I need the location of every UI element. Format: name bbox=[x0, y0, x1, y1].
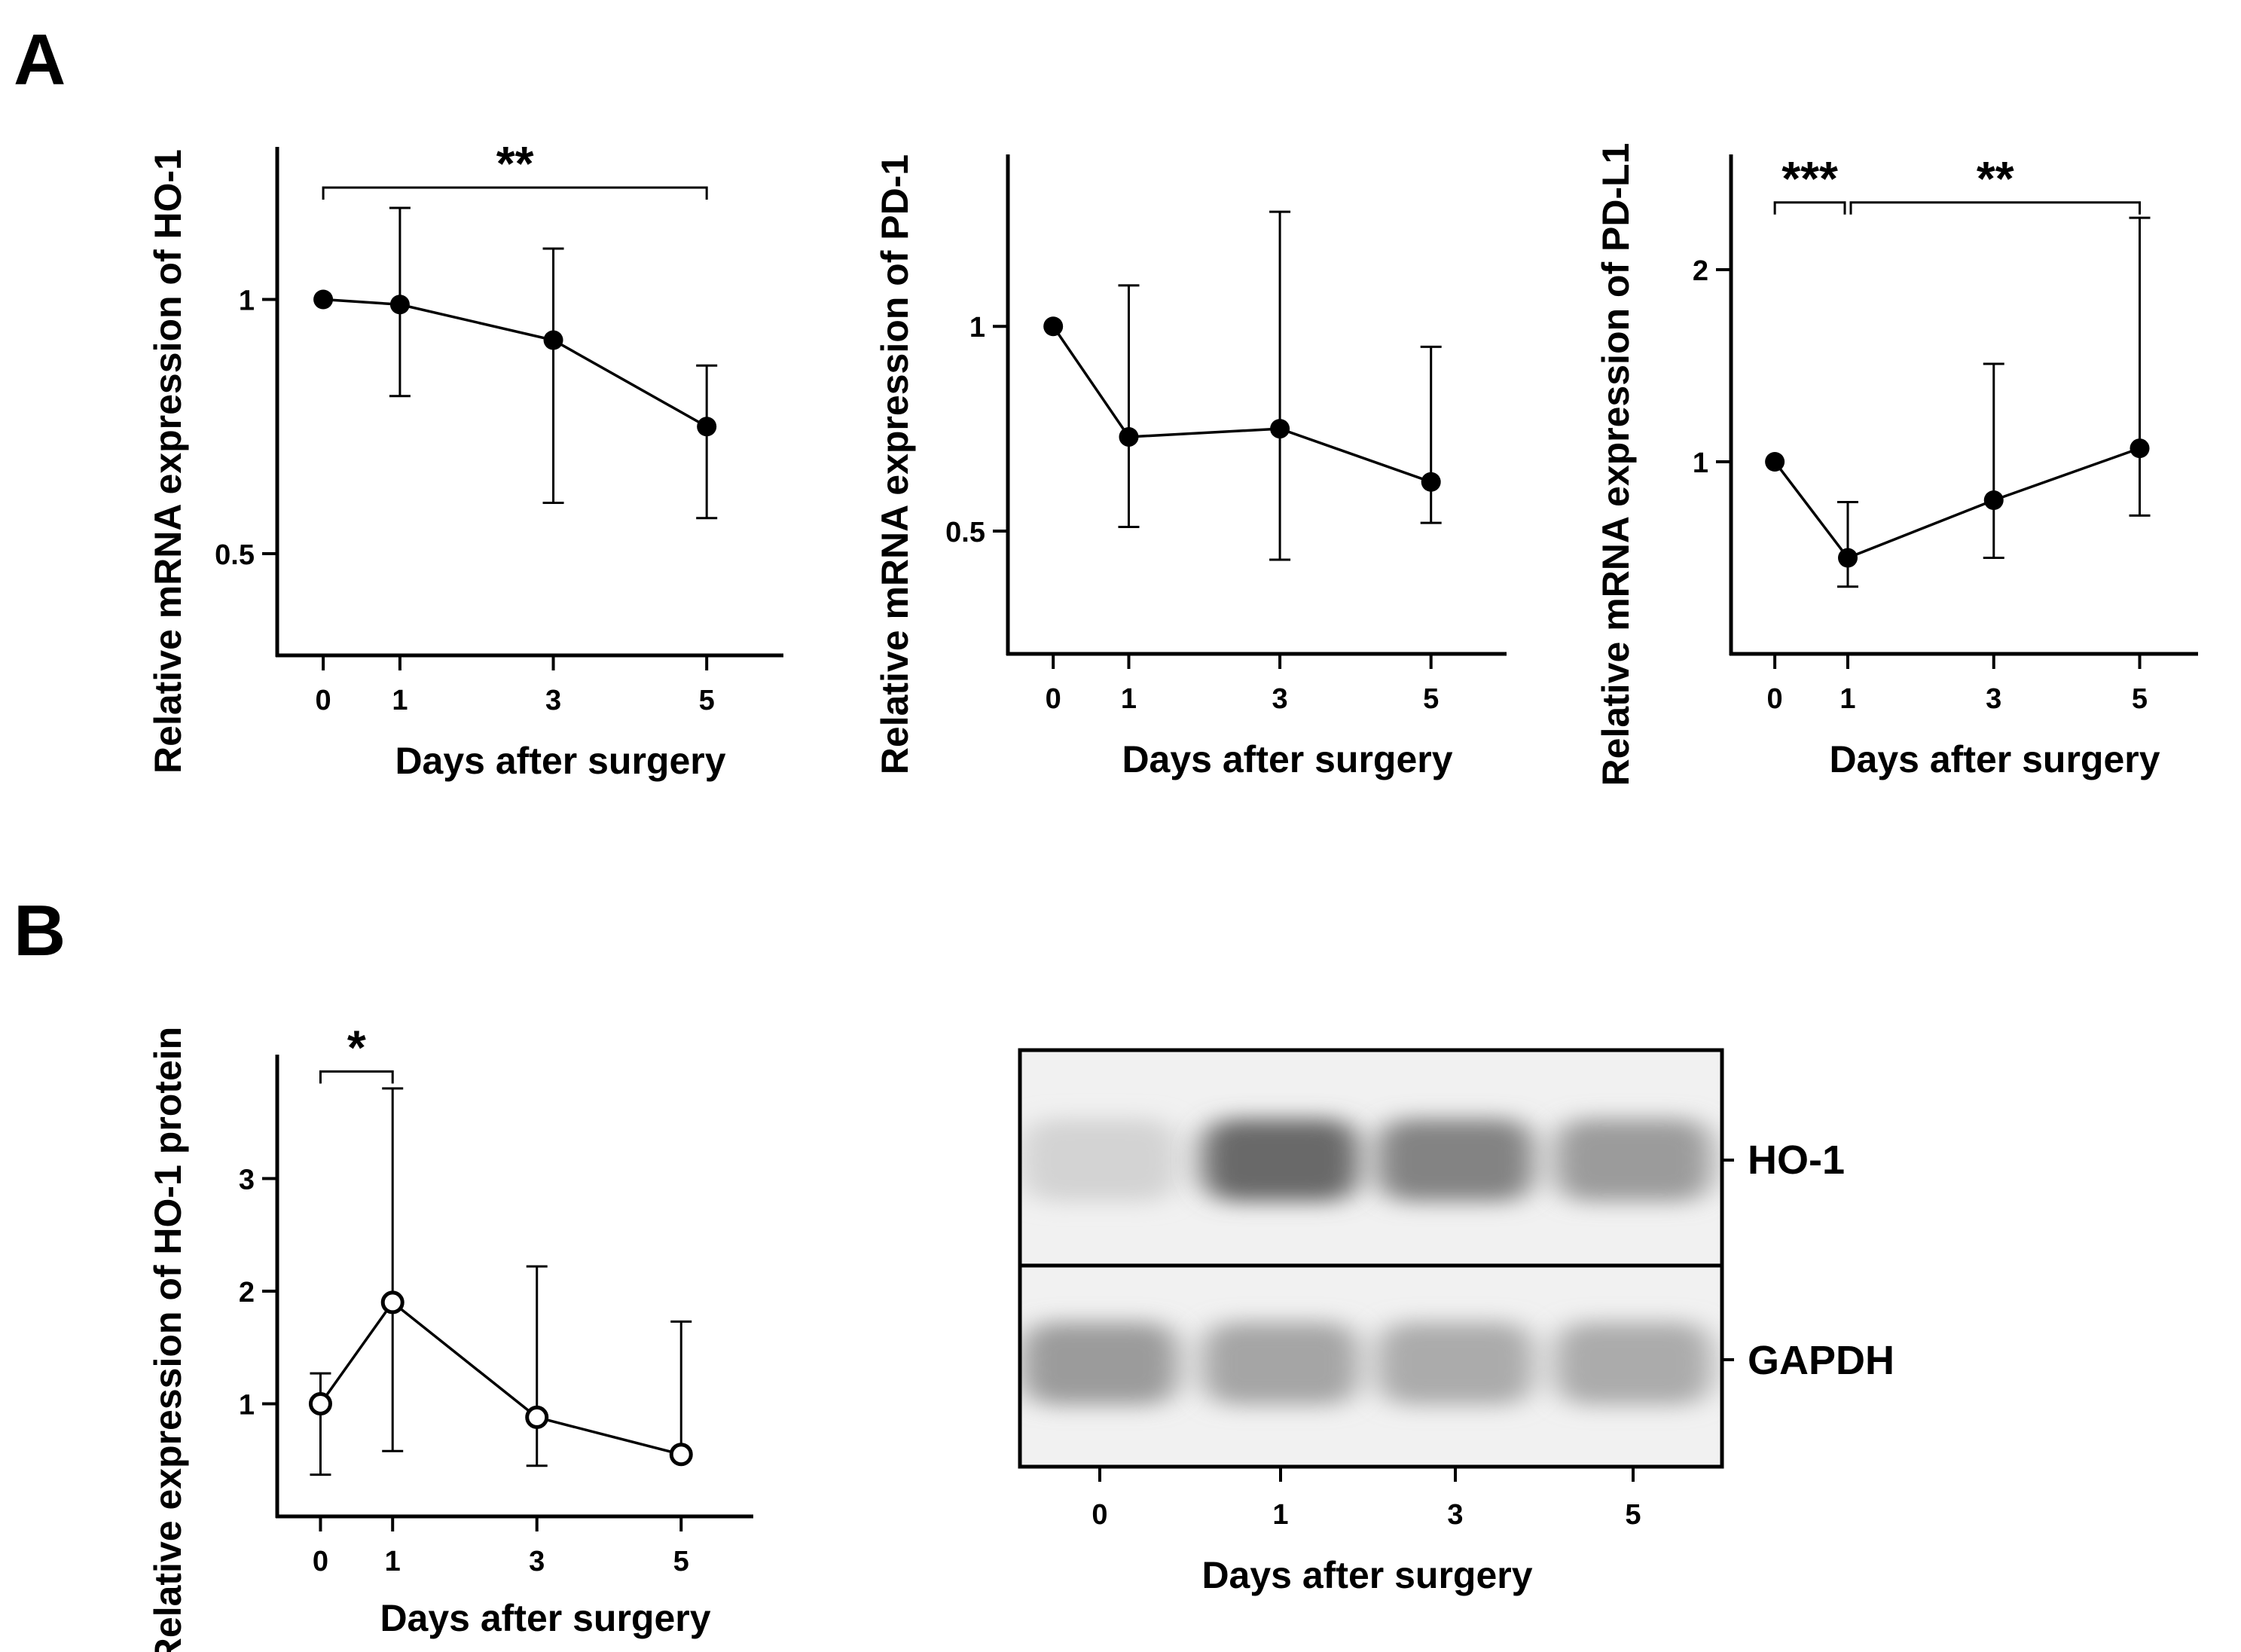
chart-ho1-mrna: 0.5 1 0 1 3 5 Days after surgery Relative mRNA … bbox=[147, 136, 783, 782]
blot-band bbox=[1021, 1322, 1179, 1405]
blot-label-ho1: HO-1 bbox=[1748, 1137, 1845, 1183]
y-tick-label: 1 bbox=[1693, 447, 1708, 479]
chart-pdl1-mrna: 1 2 0 1 3 5 Days after surgery Relative mRNA ex… bbox=[1595, 143, 2198, 786]
panel-label-b: B bbox=[14, 890, 66, 971]
x-tick-label: 0 bbox=[1767, 683, 1783, 715]
y-tick-label: 2 bbox=[239, 1277, 255, 1308]
y-tick-label: 3 bbox=[239, 1164, 255, 1195]
y-tick-label: 1 bbox=[239, 286, 255, 317]
data-point bbox=[1765, 452, 1785, 472]
blot-lane-label: 0 bbox=[1091, 1499, 1107, 1531]
significance-bracket bbox=[322, 186, 708, 200]
x-tick-label: 0 bbox=[316, 685, 331, 716]
chart-pd1-mrna: 0.5 1 0 1 3 5 Days after surgery Relative mRNA … bbox=[874, 154, 1507, 780]
x-tick-label: 3 bbox=[1986, 683, 2001, 715]
x-tick-label: 5 bbox=[1423, 683, 1439, 715]
data-point bbox=[313, 289, 334, 310]
data-point bbox=[1270, 419, 1290, 439]
x-tick-label: 3 bbox=[1272, 683, 1288, 715]
blot-band bbox=[1554, 1322, 1712, 1405]
y-tick-label: 1 bbox=[239, 1389, 255, 1421]
y-tick-label: 1 bbox=[969, 312, 985, 344]
blot-band bbox=[1201, 1119, 1360, 1202]
x-tick-label: 5 bbox=[2132, 683, 2148, 715]
x-axis-title: Days after surgery bbox=[395, 740, 725, 782]
panel-label-a: A bbox=[14, 20, 66, 100]
blot-band bbox=[1201, 1322, 1360, 1405]
series-line bbox=[319, 1300, 682, 1456]
data-point bbox=[389, 295, 410, 315]
blot-label-gapdh: GAPDH bbox=[1748, 1338, 1894, 1383]
y-axis-title: Relative mRNA expression of HO-1 bbox=[147, 149, 189, 774]
x-tick-label: 3 bbox=[545, 685, 561, 716]
series-line bbox=[1052, 325, 1432, 484]
x-axis-title: Days after surgery bbox=[1122, 738, 1452, 780]
series-line bbox=[1773, 447, 2141, 560]
x-axis-title: Days after surgery bbox=[1829, 738, 2160, 780]
blot-band bbox=[1554, 1119, 1712, 1202]
data-point bbox=[1838, 548, 1858, 568]
significance-label: *** bbox=[1782, 151, 1838, 206]
x-tick-label: 1 bbox=[385, 1546, 401, 1577]
data-point bbox=[543, 330, 563, 350]
blot-x-axis-title: Days after surgery bbox=[1201, 1554, 1532, 1596]
blot-lane-label: 5 bbox=[1625, 1499, 1641, 1531]
data-point bbox=[2130, 438, 2150, 459]
data-point bbox=[1119, 426, 1139, 447]
data-point bbox=[669, 1443, 693, 1467]
series-line bbox=[322, 298, 708, 428]
significance-bracket bbox=[1773, 201, 1846, 215]
significance-label: ** bbox=[496, 136, 534, 191]
x-tick-label: 5 bbox=[699, 685, 715, 716]
data-point bbox=[697, 417, 717, 437]
x-tick-label: 1 bbox=[1840, 683, 1855, 715]
y-tick-label: 0.5 bbox=[215, 539, 255, 571]
y-axis-title: Relative expression of HO-1 protein bbox=[147, 1027, 189, 1652]
data-point bbox=[1421, 472, 1441, 492]
blot-lane-label: 3 bbox=[1447, 1499, 1463, 1531]
y-axis-title: Relative mRNA expression of PD-1 bbox=[874, 154, 916, 774]
y-tick-label: 2 bbox=[1693, 255, 1708, 287]
data-point bbox=[525, 1405, 549, 1429]
blot-frame bbox=[1018, 1048, 1724, 1469]
x-tick-label: 1 bbox=[1121, 683, 1137, 715]
blot-band bbox=[1376, 1119, 1534, 1202]
x-tick-label: 0 bbox=[313, 1546, 328, 1577]
y-tick-label: 0.5 bbox=[945, 517, 985, 548]
blot-lane-label: 1 bbox=[1272, 1499, 1288, 1531]
data-point bbox=[1983, 490, 2004, 510]
blot-band bbox=[1376, 1322, 1534, 1405]
chart-ho1-protein: 1 2 3 0 1 3 5 Days after surgery Relative expres… bbox=[147, 1020, 753, 1652]
significance-bracket bbox=[1849, 201, 2141, 215]
x-tick-label: 0 bbox=[1046, 683, 1061, 715]
x-axis-title: Days after surgery bbox=[380, 1597, 710, 1639]
data-point bbox=[380, 1290, 405, 1315]
significance-label: * bbox=[347, 1020, 366, 1074]
x-tick-label: 1 bbox=[392, 685, 408, 716]
data-point bbox=[1043, 316, 1064, 337]
y-axis-title: Relative mRNA expression of PD-L1 bbox=[1595, 143, 1637, 786]
blot-band bbox=[1021, 1119, 1179, 1202]
western-blot: HO-1 GAPDH 0 1 3 5 Days after surgery bbox=[1018, 1048, 1894, 1596]
x-tick-label: 5 bbox=[673, 1546, 689, 1577]
x-tick-label: 3 bbox=[529, 1546, 545, 1577]
significance-label: ** bbox=[1977, 151, 2014, 206]
data-point bbox=[308, 1391, 332, 1415]
significance-bracket bbox=[319, 1070, 394, 1084]
